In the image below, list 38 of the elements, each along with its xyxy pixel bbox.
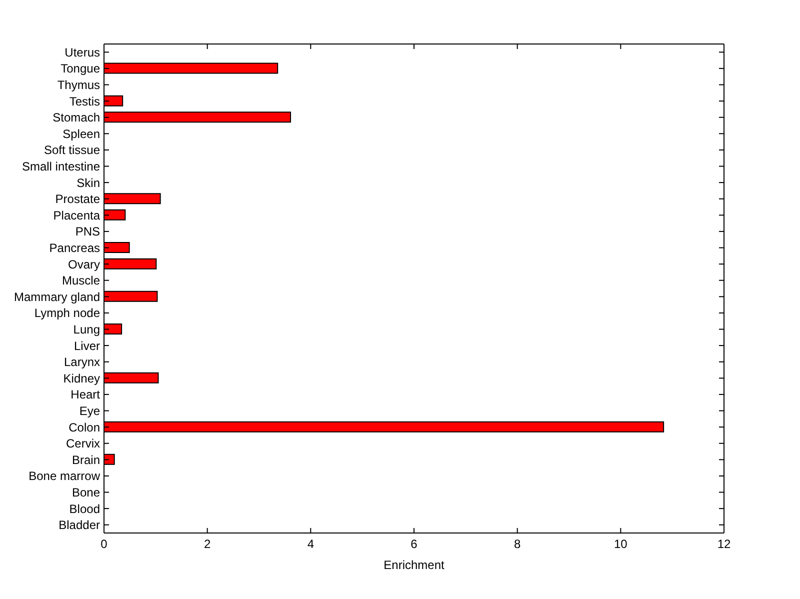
x-tick-label: 4 (307, 536, 314, 551)
y-tick-label: Ovary (68, 257, 100, 272)
x-tick-label: 10 (614, 536, 628, 551)
y-tick-label: Muscle (62, 274, 100, 288)
y-tick-label: Mammary gland (14, 290, 100, 304)
y-tick-label: Stomach (52, 110, 100, 125)
y-tick-label: Heart (70, 388, 101, 402)
y-tick-label: Skin (76, 176, 100, 190)
x-tick-label: 8 (514, 536, 521, 551)
y-tick-label: Pancreas (49, 240, 100, 255)
y-tick-label: Bone (72, 485, 100, 500)
y-tick-label: Colon (68, 420, 100, 434)
y-tick-label: Thymus (57, 78, 100, 92)
y-tick-label: PNS (75, 224, 100, 239)
x-tick-label: 12 (717, 536, 731, 551)
y-tick-label: Eye (79, 404, 100, 418)
y-tick-label: Cervix (66, 436, 100, 451)
y-tick-label: Tongue (60, 62, 100, 76)
y-tick-label: Small intestine (22, 159, 100, 174)
x-tick-label: 0 (100, 536, 108, 551)
y-tick-label: Brain (72, 452, 100, 467)
y-tick-label: Prostate (55, 192, 100, 206)
y-tick-label: Bladder (58, 518, 100, 532)
y-tick-label: Spleen (62, 126, 100, 141)
y-tick-label: Uterus (64, 45, 100, 60)
y-tick-label: Blood (69, 502, 100, 516)
y-tick-label: Testis (69, 94, 100, 108)
x-axis-title: Enrichment (384, 558, 446, 572)
y-tick-label: Soft tissue (44, 143, 100, 158)
y-tick-label: Liver (74, 338, 100, 353)
y-tick-label: Lymph node (34, 306, 100, 320)
y-tick-label: Bone marrow (28, 469, 100, 484)
x-tick-label: 6 (410, 536, 418, 551)
y-tick-label: Larynx (64, 355, 100, 370)
y-tick-label: Kidney (63, 371, 100, 386)
x-tick-label: 2 (204, 536, 211, 551)
y-tick-label: Placenta (53, 208, 100, 222)
y-tick-label: Lung (73, 322, 100, 336)
